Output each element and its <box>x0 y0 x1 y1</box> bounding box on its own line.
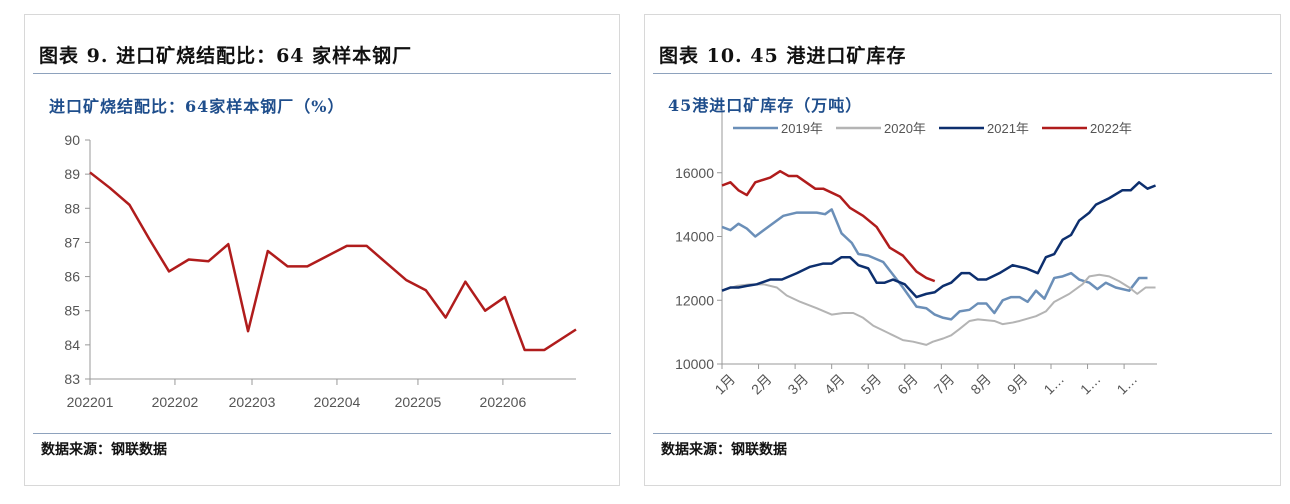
x-tick-label: 202206 <box>480 394 527 410</box>
legend-label: 2022年 <box>1090 121 1132 136</box>
legend-label: 2020年 <box>884 121 926 136</box>
right-chart-title: 45港进口矿库存（万吨） <box>668 96 863 115</box>
series-line-2022年 <box>721 169 936 283</box>
y-tick-label: 86 <box>64 269 80 285</box>
legend-label: 2021年 <box>987 121 1029 136</box>
title-divider <box>33 73 611 74</box>
x-tick-label: 5月 <box>858 371 885 398</box>
y-tick-label: 87 <box>64 234 80 250</box>
x-tick-label: 202203 <box>229 394 276 410</box>
x-tick-label: 1月 <box>711 371 738 398</box>
y-tick-label: 85 <box>64 303 80 319</box>
series-line-配比 <box>89 171 577 352</box>
right-source: 数据来源：钢联数据 <box>661 442 787 458</box>
y-tick-label: 10000 <box>675 356 714 372</box>
y-tick-label: 14000 <box>675 229 714 245</box>
title-divider <box>653 73 1272 74</box>
y-tick-label: 89 <box>64 166 80 182</box>
y-tick-label: 88 <box>64 200 80 216</box>
x-tick-label: 1… <box>1113 371 1140 398</box>
x-tick-label: 202205 <box>395 394 442 410</box>
y-tick-label: 12000 <box>675 292 714 308</box>
left-panel-title: 图表 9. 进口矿烧结配比：64 家样本钢厂 <box>39 45 413 67</box>
series-line-2020年 <box>721 273 1156 346</box>
x-tick-label: 1… <box>1077 371 1104 398</box>
series-line-2019年 <box>721 208 1148 321</box>
x-tick-label: 3月 <box>785 371 812 398</box>
source-divider <box>33 433 611 434</box>
x-tick-label: 202201 <box>67 394 114 410</box>
x-tick-label: 8月 <box>967 371 994 398</box>
x-tick-label: 202202 <box>152 394 199 410</box>
x-tick-label: 7月 <box>931 371 958 398</box>
x-tick-label: 1… <box>1040 371 1067 398</box>
left-source: 数据来源：钢联数据 <box>41 442 167 458</box>
x-tick-label: 9月 <box>1004 371 1031 398</box>
y-tick-label: 16000 <box>675 165 714 181</box>
right-panel-title: 图表 10. 45 港进口矿库存 <box>659 45 907 67</box>
y-tick-label: 84 <box>64 337 80 353</box>
series-line-2021年 <box>721 181 1156 299</box>
y-tick-label: 83 <box>64 371 80 387</box>
x-tick-label: 2月 <box>748 371 775 398</box>
right-panel: 图表 10. 45 港进口矿库存 数据来源：钢联数据 <box>644 14 1281 486</box>
left-chart-title: 进口矿烧结配比：64家样本钢厂（%） <box>49 97 345 116</box>
x-tick-label: 4月 <box>821 371 848 398</box>
x-tick-label: 6月 <box>894 371 921 398</box>
legend-label: 2019年 <box>781 121 823 136</box>
y-tick-label: 90 <box>64 132 80 148</box>
source-divider <box>653 433 1272 434</box>
x-tick-label: 202204 <box>314 394 361 410</box>
left-panel: 图表 9. 进口矿烧结配比：64 家样本钢厂 进口矿烧结配比：64家样本钢厂（%… <box>24 14 620 486</box>
